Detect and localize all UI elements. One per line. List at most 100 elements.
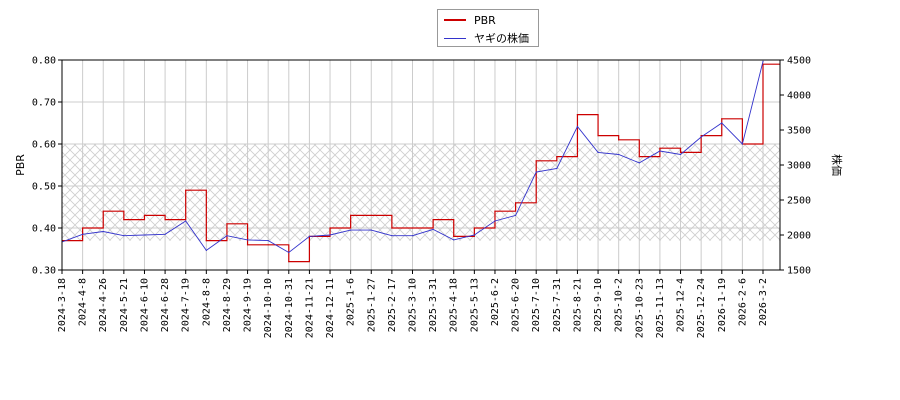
pbr-point (246, 244, 249, 246)
pbr-point (494, 210, 496, 212)
x-tick-label: 2025-12-4 (676, 278, 687, 332)
pbr-point (535, 160, 537, 162)
right-tick-label: 2000 (787, 231, 811, 242)
pbr-point (102, 210, 104, 212)
legend-label-price: ヤギの株価 (474, 32, 529, 45)
pbr-point (123, 219, 125, 221)
right-tick-label: 4500 (787, 56, 811, 67)
pbr-point (288, 261, 290, 263)
price-point (102, 230, 104, 233)
x-tick-label: 2025-4-18 (449, 278, 460, 332)
pbr-point (453, 235, 455, 237)
legend: PBR ヤギの株価 (437, 9, 539, 47)
x-tick-label: 2024-3-18 (57, 278, 68, 332)
price-point (205, 249, 207, 251)
left-tick-label: 0.60 (32, 140, 56, 151)
pbr-point (329, 227, 331, 229)
price-point (597, 151, 599, 153)
x-tick-label: 2025-6-20 (511, 278, 522, 332)
x-tick-label: 2024-9-19 (243, 278, 254, 332)
pbr-point (721, 118, 723, 120)
pbr-point (700, 135, 702, 137)
price-point (288, 251, 290, 254)
price-point (329, 234, 331, 236)
price-point (494, 220, 496, 222)
price-point (453, 239, 455, 241)
pbr-point (597, 135, 599, 137)
x-tick-label: 2025-10-23 (634, 278, 645, 338)
pbr-point (267, 244, 269, 246)
price-point (370, 229, 372, 231)
price-point (741, 143, 743, 145)
price-point (679, 153, 682, 156)
left-tick-label: 0.70 (32, 98, 56, 109)
pbr-point (143, 214, 146, 216)
price-point (308, 235, 311, 237)
pbr-point (556, 156, 558, 158)
price-point (267, 240, 269, 242)
price-point (556, 167, 558, 170)
x-tick-label: 2025-6-2 (490, 278, 501, 326)
price-point (576, 125, 579, 128)
x-tick-label: 2025-7-10 (531, 278, 542, 332)
x-tick-label: 2024-8-8 (201, 278, 212, 326)
pbr-point (514, 202, 517, 204)
pbr-point (473, 227, 475, 229)
legend-item-price: ヤギの株価 (444, 30, 529, 46)
price-point (350, 229, 352, 231)
x-tick-label: 2024-8-29 (222, 278, 233, 332)
x-tick-label: 2024-5-21 (119, 278, 130, 332)
legend-swatch-pbr (444, 19, 466, 21)
x-tick-label: 2025-1-6 (346, 278, 357, 326)
right-axis-title: 株価 (830, 154, 844, 176)
price-point (514, 214, 517, 216)
x-tick-label: 2024-6-28 (160, 278, 171, 332)
x-tick-label: 2024-10-10 (263, 278, 274, 338)
x-tick-label: 2025-10-2 (614, 278, 625, 332)
pbr-point (226, 223, 228, 225)
x-tick-label: 2026-2-6 (737, 278, 748, 326)
legend-item-pbr: PBR (444, 12, 496, 28)
x-tick-label: 2026-3-2 (758, 278, 769, 326)
pbr-point (659, 147, 661, 149)
price-point (762, 60, 764, 63)
pbr-point (638, 156, 640, 158)
pbr-point (370, 214, 372, 216)
right-tick-label: 1500 (787, 266, 811, 277)
left-tick-label: 0.50 (32, 182, 56, 193)
x-tick-label: 2025-5-13 (469, 278, 480, 332)
price-point (226, 235, 228, 237)
price-point (391, 235, 393, 237)
pbr-point (411, 227, 414, 229)
pbr-point (432, 219, 434, 221)
legend-swatch-price (444, 37, 466, 39)
x-tick-label: 2025-2-17 (387, 278, 398, 332)
price-point (700, 136, 702, 138)
x-tick-label: 2025-11-13 (655, 278, 666, 338)
pbr-point (576, 114, 579, 116)
x-tick-label: 2024-10-31 (284, 278, 295, 338)
price-point (721, 122, 723, 124)
pbr-point (82, 227, 84, 229)
price-point (143, 234, 146, 236)
series-layer (62, 60, 780, 263)
pbr-point (618, 139, 620, 141)
x-tick-label: 2024-12-11 (325, 278, 336, 338)
left-tick-label: 0.80 (32, 56, 56, 67)
x-tick-label: 2026-1-19 (717, 278, 728, 332)
hatched-band (62, 144, 780, 241)
x-tick-label: 2025-8-21 (572, 278, 583, 332)
price-point (123, 235, 125, 237)
pbr-point (185, 189, 187, 191)
price-point (535, 171, 537, 173)
pbr-point (679, 151, 682, 153)
price-point (432, 228, 434, 230)
x-tick-label: 2024-4-26 (98, 278, 109, 332)
x-tick-label: 2024-11-21 (304, 278, 315, 338)
x-tick-label: 2024-7-19 (181, 278, 192, 332)
price-point (164, 233, 166, 235)
x-tick-label: 2025-12-24 (696, 278, 707, 338)
left-tick-label: 0.40 (32, 224, 56, 235)
price-point (411, 235, 414, 237)
legend-label-pbr: PBR (474, 13, 496, 27)
